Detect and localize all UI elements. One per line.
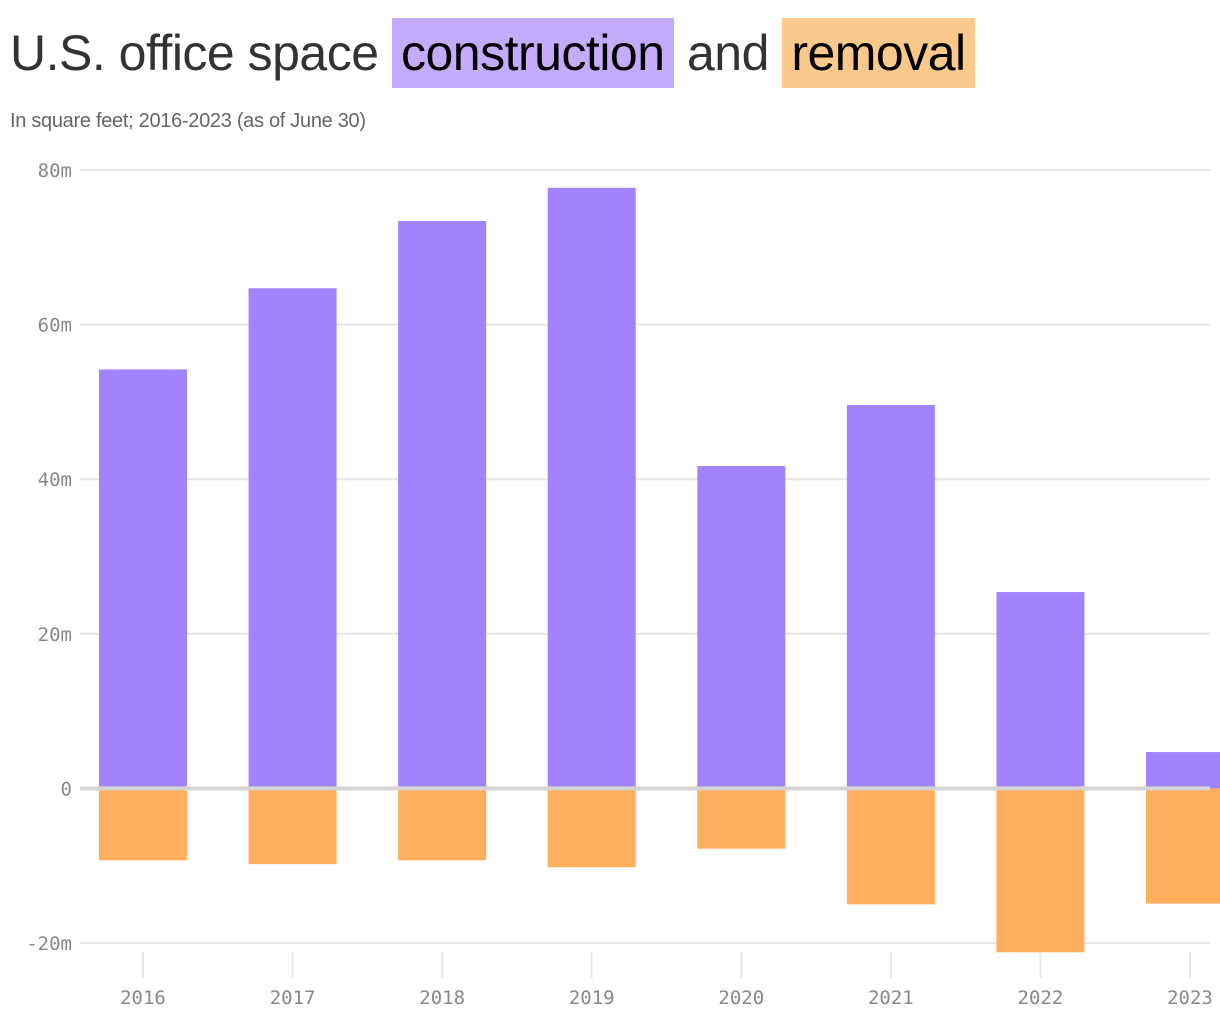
- x-tick-label: 2022: [1018, 987, 1064, 1009]
- bar-construction: [398, 221, 487, 789]
- bar-construction: [697, 466, 786, 789]
- bar-construction: [846, 404, 935, 789]
- x-tick-label: 2016: [120, 987, 166, 1009]
- bar-construction: [99, 369, 187, 789]
- bar-removal: [547, 788, 636, 868]
- bars: [99, 187, 1220, 953]
- x-tick-label: 2023: [1167, 987, 1213, 1009]
- x-tick-label: 2019: [569, 987, 615, 1009]
- x-axis: 2016 2017 2018 2019 2020 2021 2022 2023: [120, 952, 1213, 1009]
- x-tick-label: 2018: [419, 987, 465, 1009]
- bar-removal: [248, 788, 337, 865]
- bar-removal: [99, 788, 187, 861]
- bar-removal: [398, 788, 487, 861]
- title-prefix: U.S. office space: [10, 25, 379, 81]
- bar-construction: [996, 592, 1085, 789]
- bar-removal: [1146, 788, 1220, 904]
- y-tick-label: -20m: [26, 933, 72, 955]
- legend-removal: removal: [782, 18, 975, 88]
- y-tick-label: 0: [61, 778, 72, 800]
- x-tick-label: 2021: [868, 987, 914, 1009]
- bar-removal: [697, 788, 786, 849]
- x-tick-label: 2017: [270, 987, 316, 1009]
- bar-construction: [248, 288, 337, 789]
- bar-construction: [1146, 752, 1220, 789]
- y-tick-label: 80m: [38, 160, 72, 182]
- bar-removal: [996, 788, 1085, 953]
- y-tick-label: 20m: [38, 624, 72, 646]
- y-axis: 80m 60m 40m 20m 0 -20m: [26, 160, 72, 955]
- bar-construction: [547, 187, 636, 789]
- chart-title: U.S. office space construction and remov…: [10, 18, 975, 88]
- bar-removal: [846, 788, 935, 905]
- x-tick-label: 2020: [718, 987, 764, 1009]
- y-tick-label: 60m: [38, 315, 72, 337]
- title-and: and: [686, 25, 769, 81]
- chart-subtitle: In square feet; 2016-2023 (as of June 30…: [10, 110, 366, 132]
- legend-construction: construction: [391, 18, 674, 88]
- y-tick-label: 40m: [38, 469, 72, 491]
